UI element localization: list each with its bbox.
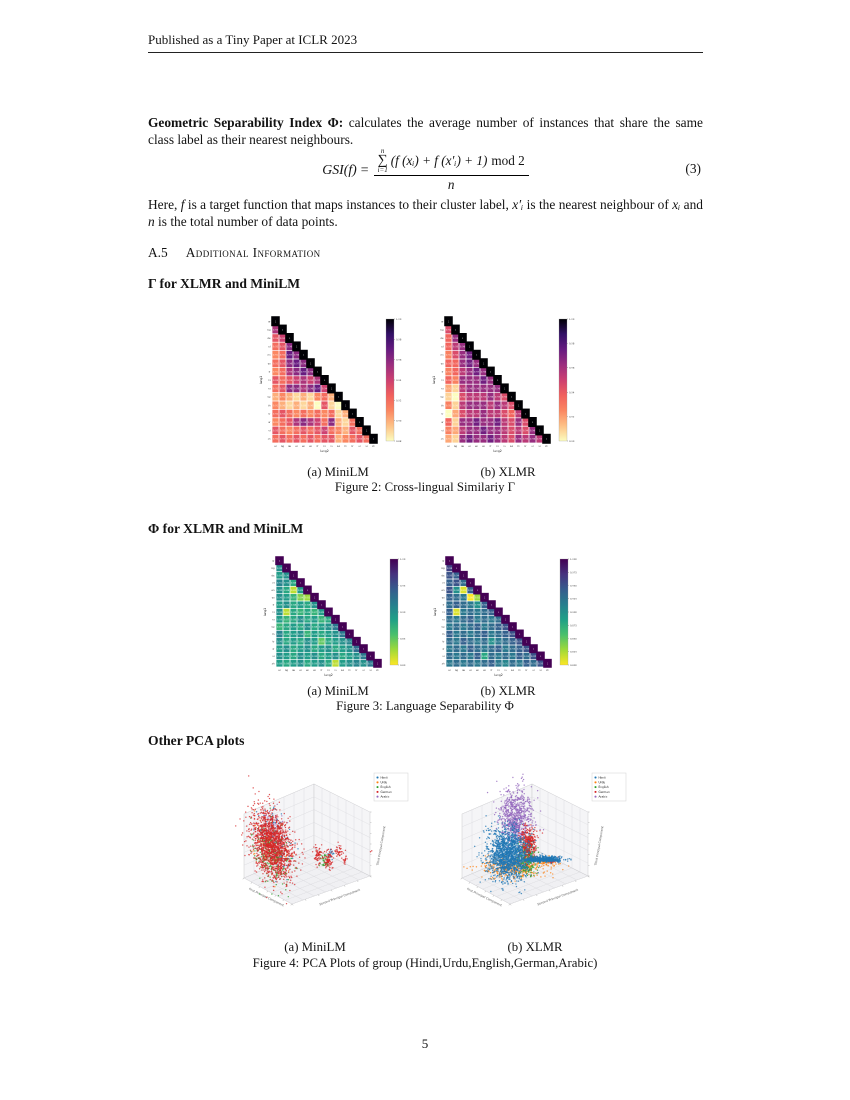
figure2-row [256,314,602,456]
subheading-pca: Other PCA plots [148,733,245,748]
text-segment: is the total number of data points. [154,214,338,229]
fig3a-heatmap-canvas [260,554,420,678]
figure3-row [260,554,606,680]
equation-gsi: GSI(f) = n ∑ i=1 (f (xᵢ) + f (x′ᵢ) + 1) … [148,147,703,193]
header-rule [148,52,703,53]
sigma-glyph: ∑ [377,152,388,168]
equation-denominator: n [447,176,455,192]
text-segment: n [148,214,155,229]
subheading-phi: Φ for XLMR and MiniLM [148,521,304,536]
sum-upper-limit: n [380,147,385,156]
paragraph-lead-rest: calculates the average number of instanc… [148,115,703,147]
figure2-subcaption-a: (a) MiniLM [307,465,369,479]
section-heading-a5: A.5 Additional Information [148,245,321,261]
figure3-panel-xlmr [430,554,590,678]
sum-lower-limit: i=1 [377,166,388,175]
figure4-panel-minilm [222,768,427,934]
figure2-panel-minilm [256,314,416,454]
subheading-gamma: Γ for XLMR and MiniLM [148,276,301,291]
equation-number: (3) [685,161,701,176]
figure4-subcaption-a: (a) MiniLM [284,940,346,954]
fig2a-heatmap-canvas [256,314,416,454]
text-segment: is the nearest neighbour of [523,197,673,212]
figure3-subcaption-b: (b) XLMR [480,684,536,698]
text-segment: and [680,197,703,212]
equation-fraction: n ∑ i=1 (f (xᵢ) + f (x′ᵢ) + 1) mod 2 n [373,147,529,192]
figure2-caption: Figure 2: Cross-lingual Similariy Γ [334,480,516,494]
figure2-panel-xlmr [429,314,589,454]
numerator-expression: (f (xᵢ) + f (x′ᵢ) + 1) [390,153,488,169]
paragraph-gsi-definition: Geometric Separability Index Φ: calculat… [148,114,703,148]
fig4b-pca-canvas [440,768,645,934]
text-segment: Here, [148,197,181,212]
page-number: 5 [421,1036,429,1051]
text-segment: f [180,197,185,212]
section-title: Additional Information [185,245,321,260]
equation-lhs: GSI(f) [322,162,357,177]
equation-equals: = [360,162,369,177]
figure3-subcaption-a: (a) MiniLM [307,684,369,698]
figure3-panel-minilm [260,554,420,678]
fig2b-heatmap-canvas [429,314,589,454]
fig3b-heatmap-canvas [430,554,590,678]
fig4a-pca-canvas [222,768,427,934]
figure2-subcaption-b: (b) XLMR [480,465,536,479]
figure4-caption: Figure 4: PCA Plots of group (Hindi,Urdu… [252,956,598,970]
section-number: A.5 [148,245,168,260]
figure4-panel-xlmr [440,768,645,934]
paragraph-gsi-explanation: Here, f is a target function that maps i… [148,196,703,230]
figure3-caption: Figure 3: Language Separability Φ [336,699,514,713]
equation-numerator: n ∑ i=1 (f (xᵢ) + f (x′ᵢ) + 1) mod 2 [373,147,529,176]
text-segment: x′ᵢ [512,197,524,212]
summation-symbol: n ∑ i=1 [377,147,388,175]
text-segment: is a target function that maps instances… [184,197,513,212]
numerator-mod: mod 2 [491,153,525,169]
text-segment: xᵢ [672,197,681,212]
paragraph-lead-bold: Geometric Separability Index Φ: [148,115,344,130]
running-header: Published as a Tiny Paper at ICLR 2023 [148,32,358,47]
figure4-subcaption-b: (b) XLMR [507,940,563,954]
figure4-row [222,768,652,934]
